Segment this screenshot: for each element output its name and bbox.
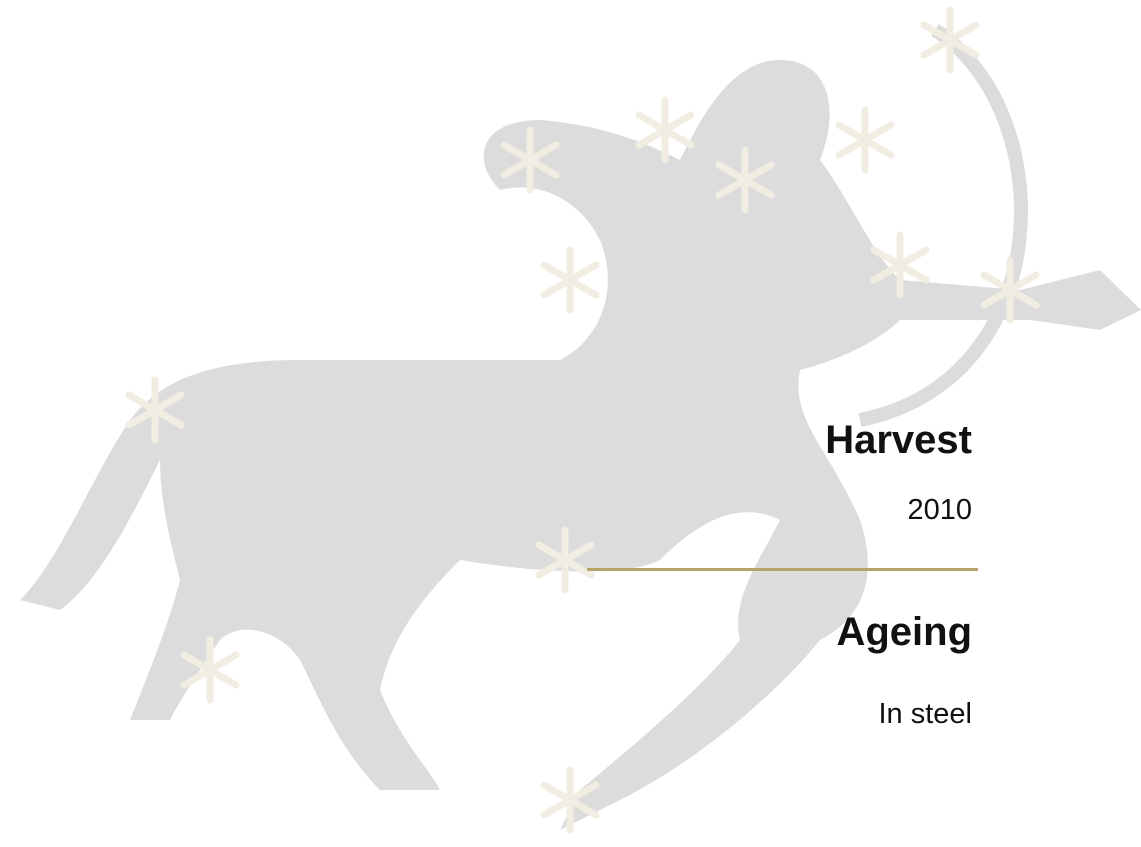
harvest-value: 2010 <box>907 494 972 527</box>
page: Harvest 2010 Ageing In steel (() => { co… <box>0 0 1141 847</box>
bow <box>860 30 1021 420</box>
ageing-value: In steel <box>879 698 973 731</box>
centaur-silhouette <box>20 60 1141 830</box>
divider <box>587 568 978 571</box>
ageing-heading: Ageing <box>836 610 972 655</box>
harvest-heading: Harvest <box>825 418 972 463</box>
